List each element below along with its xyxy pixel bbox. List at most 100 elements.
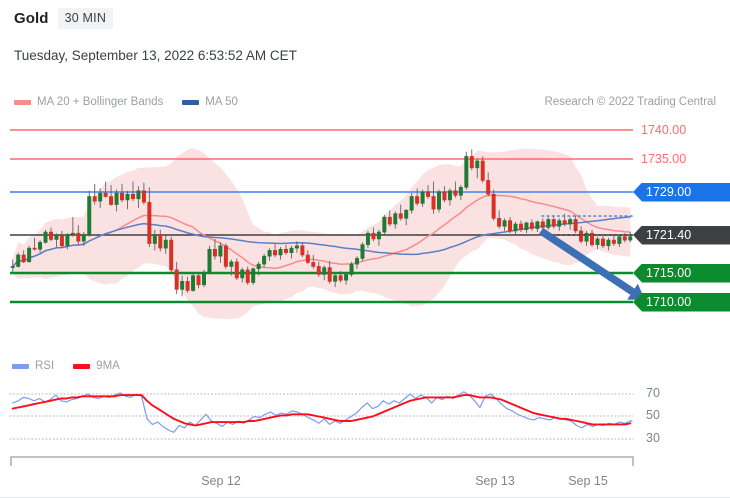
candle-body <box>562 220 567 225</box>
candle-body <box>524 222 529 231</box>
candle-body <box>590 232 595 245</box>
candle-body <box>617 236 622 244</box>
candle-body <box>212 248 217 257</box>
price-level-label-1715-00: 1715.00 <box>633 263 730 283</box>
candle-body <box>442 191 447 201</box>
candle-body <box>469 156 474 169</box>
candle-body <box>120 192 125 201</box>
legend-swatch-ma50 <box>182 99 200 105</box>
candle-body <box>480 160 485 181</box>
candle-body <box>21 254 26 263</box>
candle-body <box>92 196 97 202</box>
candle-body <box>109 196 114 205</box>
candle-body <box>628 236 633 241</box>
candle-body <box>136 190 141 200</box>
timeframe-badge[interactable]: 30 MIN <box>57 8 114 29</box>
candle-body <box>147 201 152 244</box>
copyright-notice: Research © 2022 Trading Central <box>544 96 716 108</box>
candle-body <box>152 234 157 244</box>
candle-body <box>502 220 507 227</box>
candle-body <box>404 209 409 219</box>
legend-label-ma50: MA 50 <box>205 96 238 108</box>
legend-label-9ma: 9MA <box>96 360 120 372</box>
candle-body <box>568 219 573 225</box>
candle-body <box>557 220 562 227</box>
candle-body <box>158 234 163 249</box>
legend-item-ma50[interactable]: MA 50 <box>182 96 238 108</box>
candle-body <box>431 196 436 210</box>
candle-body <box>540 221 545 228</box>
candle-body <box>305 254 310 263</box>
price-plot <box>10 129 645 320</box>
candle-body <box>70 232 75 235</box>
candle-body <box>376 231 381 240</box>
candle-body <box>38 242 43 250</box>
candle-body <box>103 192 108 197</box>
candle-body <box>251 268 256 283</box>
candle-body <box>267 250 272 257</box>
candle-body <box>535 221 540 229</box>
candle-body <box>600 238 605 247</box>
candle-body <box>491 193 496 219</box>
candle-body <box>10 266 15 268</box>
candle-body <box>595 238 600 245</box>
candle-body <box>81 234 86 242</box>
price-level-label-1740-00: 1740.00 <box>641 123 687 137</box>
candle-body <box>486 180 491 195</box>
rsi-legend: RSI 9MA <box>12 360 132 372</box>
candle-body <box>426 191 431 197</box>
candle-body <box>579 230 584 242</box>
x-axis-bracket <box>10 456 634 466</box>
candle-body <box>114 192 119 205</box>
candle-body <box>202 271 206 286</box>
candle-body <box>349 263 354 275</box>
candle-body <box>393 213 398 225</box>
candle-body <box>141 190 146 203</box>
legend-label-rsi: RSI <box>35 360 55 372</box>
candle-body <box>43 231 48 243</box>
candle-body <box>16 254 21 267</box>
candle-body <box>464 156 469 188</box>
candle-body <box>300 245 305 256</box>
rsi-plot <box>9 391 634 440</box>
legend-item-9ma[interactable]: 9MA <box>73 360 120 372</box>
candle-body <box>338 275 343 281</box>
candle-body <box>130 193 135 200</box>
candle-body <box>294 245 299 249</box>
chart-header: Gold 30 MIN <box>14 8 114 29</box>
price-chart-pane <box>0 112 730 342</box>
candle-body <box>360 244 365 259</box>
x-axis-tick-sep-15: Sep 15 <box>568 474 608 488</box>
candle-body <box>191 275 196 291</box>
candle-body <box>229 261 234 267</box>
candle-body <box>256 263 261 270</box>
candle-body <box>180 281 185 290</box>
price-level-label-1721-40: 1721.40 <box>633 225 730 245</box>
candle-body <box>518 223 523 231</box>
candle-body <box>59 235 64 247</box>
candle-body <box>311 262 316 267</box>
rsi-chart-pane <box>0 378 730 456</box>
candle-body <box>447 190 452 201</box>
candle-body <box>32 247 37 250</box>
candle-body <box>546 219 551 228</box>
candle-body <box>234 261 239 279</box>
candle-body <box>622 236 627 241</box>
legend-swatch-rsi <box>12 363 29 369</box>
candle-body <box>508 220 513 232</box>
candle-body <box>333 275 338 282</box>
candle-body <box>371 232 376 240</box>
legend-swatch-ma20 <box>14 99 31 105</box>
candle-body <box>316 266 321 275</box>
x-axis-tick-sep-12: Sep 12 <box>201 474 241 488</box>
symbol-title: Gold <box>14 10 49 27</box>
candle-body <box>584 232 589 242</box>
candle-body <box>262 255 267 265</box>
candle-body <box>365 232 370 245</box>
legend-item-rsi[interactable]: RSI <box>12 360 54 372</box>
candle-body <box>289 247 294 254</box>
rsi-scale-label-30: 30 <box>646 431 660 445</box>
candle-body <box>409 196 414 211</box>
legend-item-ma20[interactable]: MA 20 + Bollinger Bands <box>14 96 163 108</box>
